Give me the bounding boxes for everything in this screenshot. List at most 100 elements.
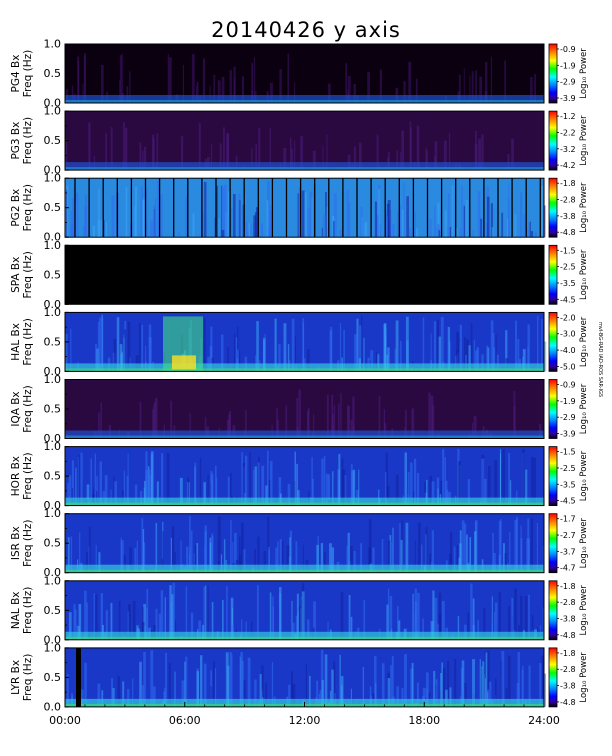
texture-streak [327, 621, 329, 640]
texture-streak [223, 188, 225, 238]
texture-streak [356, 318, 359, 372]
texture-streak [312, 478, 314, 506]
texture-streak [217, 516, 221, 573]
colorbar-tick-label: -4.8 [560, 228, 576, 237]
texture-streak [352, 396, 355, 439]
texture-streak [100, 64, 104, 103]
texture-streak [484, 478, 487, 506]
texture-streak [442, 668, 446, 707]
texture-streak [363, 599, 366, 640]
texture-streak [254, 679, 257, 707]
texture-streak [468, 345, 472, 372]
texture-streak [321, 680, 324, 707]
texture-streak [255, 143, 258, 171]
colorbar [548, 43, 558, 104]
texture-streak [221, 600, 224, 640]
texture-streak [74, 609, 77, 640]
texture-streak [358, 142, 362, 171]
texture-streak [519, 192, 523, 238]
texture-streak [341, 685, 343, 707]
texture-streak [425, 147, 427, 171]
texture-streak [445, 689, 448, 707]
texture-streak [251, 148, 253, 171]
texture-streak [358, 469, 360, 506]
texture-streak [279, 69, 282, 103]
colorbar [548, 311, 558, 372]
texture-streak [328, 83, 331, 103]
texture-streak [248, 222, 251, 238]
texture-streak [73, 186, 75, 238]
texture-streak [204, 525, 207, 573]
texture-streak [98, 188, 100, 238]
texture-streak [234, 333, 236, 372]
texture-streak [422, 618, 424, 640]
texture-streak [221, 76, 225, 103]
low-frequency-band [65, 363, 544, 372]
texture-streak [147, 469, 151, 506]
texture-streak [347, 404, 349, 439]
texture-streak [143, 542, 146, 573]
texture-streak [143, 146, 147, 171]
texture-streak [307, 207, 310, 238]
texture-streak [443, 140, 447, 171]
y-tick-label: 1.0 [44, 440, 62, 453]
texture-streak [142, 529, 145, 573]
texture-streak [267, 516, 270, 573]
texture-streak [470, 583, 473, 640]
texture-streak [229, 69, 232, 103]
texture-streak [143, 651, 146, 707]
texture-streak [379, 69, 382, 103]
y-axis-label-freq: Freq (Hz) [22, 654, 34, 701]
texture-streak [491, 596, 493, 640]
texture-streak [203, 663, 207, 707]
texture-streak [495, 334, 497, 372]
texture-streak [279, 539, 282, 573]
texture-streak [71, 488, 74, 506]
texture-streak [408, 61, 412, 103]
colorbar-tick-label: -1.7 [560, 515, 576, 524]
texture-streak [527, 347, 529, 372]
texture-streak [101, 317, 104, 372]
texture-streak [168, 662, 171, 707]
texture-streak [259, 674, 262, 707]
texture-streak [343, 330, 345, 372]
texture-streak [180, 540, 182, 573]
y-tick-label: 0.5 [44, 403, 62, 416]
texture-streak [534, 231, 537, 238]
texture-streak [257, 462, 260, 506]
texture-streak [295, 541, 298, 573]
y-tick-label: 0.5 [44, 470, 62, 483]
texture-streak [305, 663, 307, 707]
y-tick-label: 0.0 [44, 566, 62, 579]
texture-streak [294, 451, 296, 506]
texture-streak [154, 228, 156, 238]
texture-streak [230, 597, 234, 640]
texture-streak [376, 134, 379, 171]
texture-streak [316, 680, 319, 707]
y-tick-label: 1.0 [44, 105, 62, 118]
texture-streak [386, 604, 389, 640]
x-tick-label: 06:00 [169, 714, 201, 727]
spectrogram-image [65, 379, 544, 439]
texture-streak [179, 477, 183, 506]
texture-streak [331, 394, 334, 439]
texture-streak [142, 150, 144, 171]
texture-streak [289, 537, 291, 573]
texture-streak [239, 656, 241, 707]
texture-streak [401, 209, 404, 238]
texture-streak [491, 227, 494, 238]
texture-streak [484, 652, 488, 707]
colorbar-tick-label: -1.5 [560, 246, 576, 255]
texture-streak [542, 607, 545, 640]
texture-streak [287, 484, 291, 506]
texture-streak [353, 146, 356, 171]
texture-streak [203, 586, 207, 640]
texture-streak [252, 469, 255, 506]
texture-streak [236, 326, 239, 372]
texture-streak [168, 57, 172, 103]
texture-streak [395, 320, 399, 372]
texture-streak [226, 586, 228, 640]
texture-streak [105, 133, 108, 171]
texture-streak [541, 655, 544, 707]
texture-streak [304, 192, 307, 238]
